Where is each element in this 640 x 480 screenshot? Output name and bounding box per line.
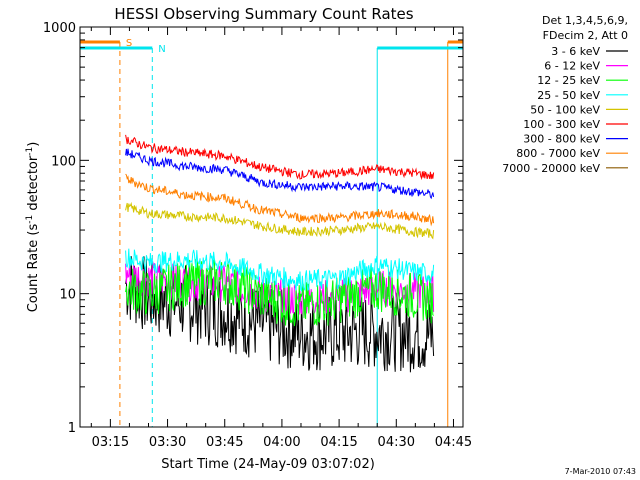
x-axis-label: Start Time (24-May-09 03:07:02): [161, 457, 375, 472]
night-flag-label: N: [158, 44, 165, 55]
y-tick-label: 1000: [43, 21, 76, 36]
y-axis-label: Count Rate (s-1 detector-1): [25, 142, 41, 313]
series-line-7: [125, 173, 435, 227]
series-line-0: [125, 256, 435, 373]
legend: Det 1,3,4,5,6,9, FDecim 2, Att 0 3 - 6 k…: [502, 14, 628, 175]
x-tick-label: 03:15: [92, 435, 129, 450]
series-line-4: [125, 201, 435, 240]
x-tick-label: 04:15: [320, 435, 357, 450]
x-tick-label: 03:45: [206, 435, 243, 450]
legend-label: 3 - 6 keV: [551, 45, 600, 58]
series-line-5: [125, 134, 435, 181]
x-tick-label: 04:45: [435, 435, 472, 450]
legend-label: 300 - 800 keV: [523, 133, 600, 146]
x-tick-label: 04:30: [378, 435, 415, 450]
legend-header-line-1: Det 1,3,4,5,6,9,: [542, 14, 628, 27]
x-tick-label: 03:30: [149, 435, 186, 450]
flag-markers: SN: [80, 38, 463, 427]
y-axis: 1 10 100 1000: [43, 21, 463, 436]
series-lines: [125, 134, 435, 373]
legend-label: 100 - 300 keV: [523, 118, 600, 131]
plot-frame: [79, 26, 464, 428]
y-tick-label: 100: [51, 154, 76, 169]
legend-label: 6 - 12 keV: [544, 60, 600, 73]
legend-label: 50 - 100 keV: [530, 103, 600, 116]
footer-timestamp: 7-Mar-2010 07:43: [565, 467, 636, 476]
plot-area: SN 03:15 03:30 03:45 04:00 04:15 04:30 04:45 1…: [43, 21, 472, 450]
x-axis: 03:15 03:30 03:45 04:00 04:15 04:30 04:45: [90, 27, 472, 450]
legend-label: 12 - 25 keV: [537, 74, 600, 87]
series-line-2: [125, 258, 434, 327]
y-tick-label: 1: [68, 421, 76, 436]
legend-label: 800 - 7000 keV: [516, 147, 600, 160]
series-line-3: [125, 248, 435, 292]
saa-flag-label: S: [126, 38, 132, 49]
series-line-6: [125, 148, 435, 200]
x-tick-label: 04:00: [263, 435, 300, 450]
legend-header-line-2: FDecim 2, Att 0: [543, 29, 628, 42]
y-tick-label: 10: [59, 288, 76, 303]
chart-title: HESSI Observing Summary Count Rates: [114, 5, 413, 23]
legend-label: 25 - 50 keV: [537, 89, 600, 102]
legend-label: 7000 - 20000 keV: [502, 162, 600, 175]
